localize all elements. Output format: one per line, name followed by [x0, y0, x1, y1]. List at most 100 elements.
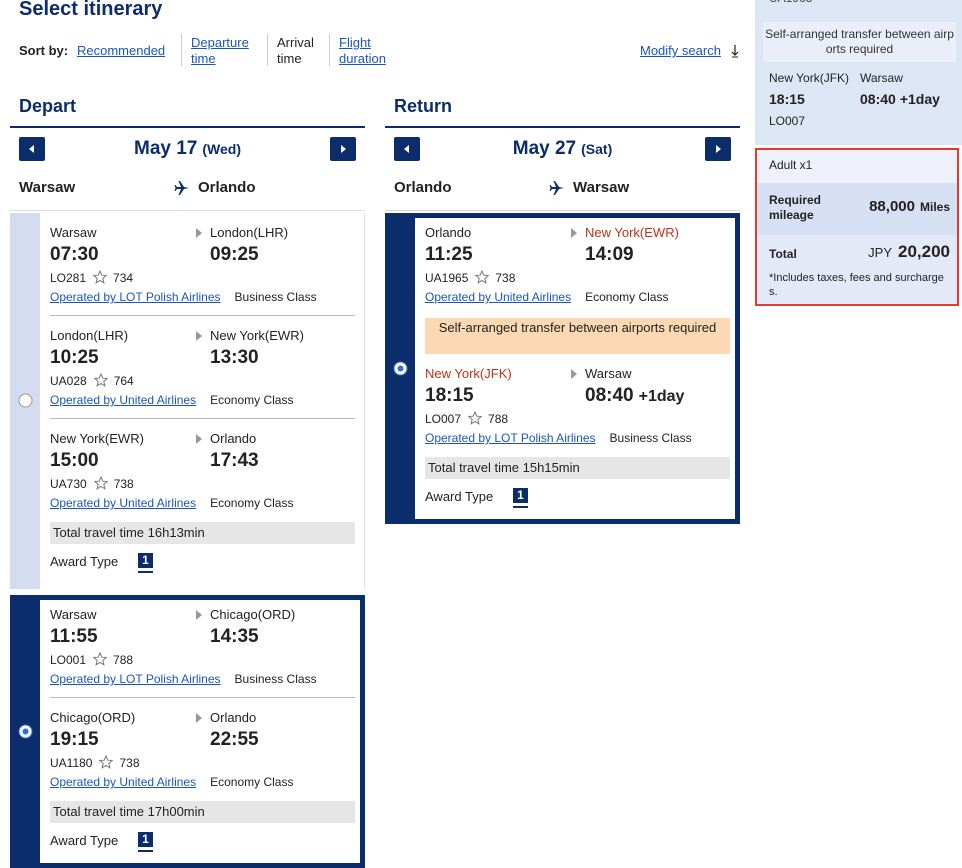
- arrival-time: 17:43: [210, 450, 259, 471]
- sort-option[interactable]: Flight duration: [339, 35, 386, 66]
- sort-option: Arrival time: [277, 35, 314, 66]
- passengers-row: [757, 150, 957, 183]
- price-box: Adult x1 Required mileage 88,000 Miles Total…: [755, 148, 959, 306]
- cabin-class: Business Class: [234, 290, 317, 304]
- depart-column: Depart May 17 (Wed) Warsaw Orlando Warsaw 07:3…: [10, 0, 365, 868]
- segment-from: Warsaw: [50, 225, 97, 240]
- column-heading: Return: [394, 96, 452, 116]
- passengers: Adult x1: [769, 158, 813, 172]
- radio-button[interactable]: [18, 393, 33, 408]
- star-icon: [93, 373, 108, 387]
- radio-button[interactable]: [393, 361, 408, 376]
- total-value-row: JPY 20,200: [868, 242, 950, 262]
- arrival-time-row: 17:43: [210, 449, 259, 474]
- operator-link[interactable]: Operated by LOT Polish Airlines: [50, 290, 221, 304]
- aircraft: 738: [495, 271, 516, 285]
- cabin-class: Business Class: [609, 431, 692, 445]
- sort-label: Sort by:: [19, 43, 69, 58]
- operator-link[interactable]: Operated by LOT Polish Airlines: [425, 431, 596, 445]
- flight-number: UA730: [50, 477, 87, 491]
- next-date-button[interactable]: [330, 137, 356, 161]
- departure-time: 10:25: [50, 347, 99, 368]
- prev-date-button[interactable]: [394, 137, 420, 161]
- segment-arrow: [571, 369, 577, 379]
- departure-time: 11:25: [425, 244, 473, 265]
- itinerary-option[interactable]: Warsaw 07:30 London(LHR) 09:25 LO281 734 Opera…: [10, 213, 365, 589]
- segment-from: New York(EWR): [50, 431, 144, 446]
- page-title: Select itinerary: [19, 0, 163, 20]
- arrival-day: +1day: [638, 388, 685, 405]
- aircraft: 788: [113, 653, 134, 667]
- segment-separator: [50, 418, 355, 419]
- arrival-time-row: 14:35: [210, 625, 259, 650]
- departure-time: 07:30: [50, 244, 99, 265]
- route-from: Warsaw: [19, 179, 76, 196]
- segment-to: New York(EWR): [585, 225, 679, 240]
- award-badge[interactable]: 1: [138, 832, 153, 847]
- total-travel-time: Total travel time 16h13min: [50, 522, 355, 544]
- aircraft: 738: [119, 756, 140, 770]
- segment-from: Chicago(ORD): [50, 710, 136, 725]
- award-label: Award Type: [50, 554, 119, 569]
- segment-from: Orlando: [425, 225, 472, 240]
- segment-arrow: [196, 713, 202, 723]
- total-value: 20,200: [898, 242, 950, 261]
- cabin-class: Economy Class: [585, 290, 669, 304]
- segment-separator: [50, 697, 355, 698]
- sort-option[interactable]: Departure time: [191, 35, 249, 66]
- flight-row: UA730 738: [50, 476, 134, 492]
- summary-dep: 18:15: [769, 91, 805, 107]
- arrival-time-row: 09:25: [210, 243, 259, 268]
- award-label: Award Type: [50, 833, 119, 848]
- segment-from: Warsaw: [50, 607, 97, 622]
- arrival-time: 22:55: [210, 729, 259, 750]
- award-badge[interactable]: 1: [138, 553, 153, 568]
- mileage-value: 88,000: [869, 198, 915, 215]
- cabin-class: Economy Class: [210, 775, 294, 789]
- aircraft: 734: [113, 271, 134, 285]
- radio-button[interactable]: [18, 724, 33, 739]
- operator-link[interactable]: Operated by United Airlines: [50, 496, 197, 510]
- prev-date-button[interactable]: [19, 137, 45, 161]
- arrival-time: 13:30: [210, 347, 259, 368]
- operator-link[interactable]: Operated by LOT Polish Airlines: [50, 672, 221, 686]
- flight-number: UA1965: [425, 271, 469, 285]
- star-icon: [475, 270, 490, 284]
- star-icon: [468, 411, 483, 425]
- operator-link[interactable]: Operated by United Airlines: [50, 393, 197, 407]
- operator-link[interactable]: Operated by United Airlines: [425, 290, 572, 304]
- sort-separator: [181, 34, 182, 66]
- star-icon: [99, 755, 114, 769]
- operator-link[interactable]: Operated by United Airlines: [50, 775, 197, 789]
- arrival-time: 09:25: [210, 244, 259, 265]
- departure-time: 19:15: [50, 729, 99, 750]
- next-date-button[interactable]: [705, 137, 731, 161]
- flight-row: LO281 734: [50, 270, 133, 286]
- award-label: Award Type: [425, 489, 494, 504]
- sort-separator: [267, 34, 268, 66]
- segment-from: New York(JFK): [425, 366, 512, 381]
- modify-search-link[interactable]: Modify search: [640, 43, 721, 58]
- operator-row: Operated by United Airlines Economy Class: [50, 774, 293, 790]
- cabin-class: Business Class: [234, 672, 317, 686]
- segment-to: Chicago(ORD): [210, 607, 296, 622]
- flight-number: UA028: [50, 374, 87, 388]
- flight-row: LO001 788: [50, 652, 133, 668]
- transfer-notice: Self-arranged transfer between airports …: [425, 318, 730, 354]
- cabin-class: Economy Class: [210, 393, 294, 407]
- sort-option[interactable]: Recommended: [77, 43, 166, 58]
- itinerary-option[interactable]: Orlando 11:25 New York(EWR) 14:09 UA1965 738 O…: [385, 213, 740, 524]
- aircraft: 764: [113, 374, 134, 388]
- mileage-row: [757, 183, 957, 235]
- arrival-time-row: 08:40 +1day: [585, 384, 684, 409]
- star-icon: [93, 270, 108, 284]
- date-label: May 27 (Sat): [425, 137, 700, 162]
- route-rule: [385, 210, 740, 211]
- arrival-time-row: 22:55: [210, 728, 259, 753]
- award-badge[interactable]: 1: [513, 488, 528, 503]
- star-icon: [93, 476, 108, 490]
- segment-to: London(LHR): [210, 225, 289, 240]
- summary-panel: UA1965 Self-arranged transfer between air…: [755, 0, 962, 868]
- itinerary-option[interactable]: Warsaw 11:55 Chicago(ORD) 14:35 LO001 788 Oper…: [10, 595, 365, 868]
